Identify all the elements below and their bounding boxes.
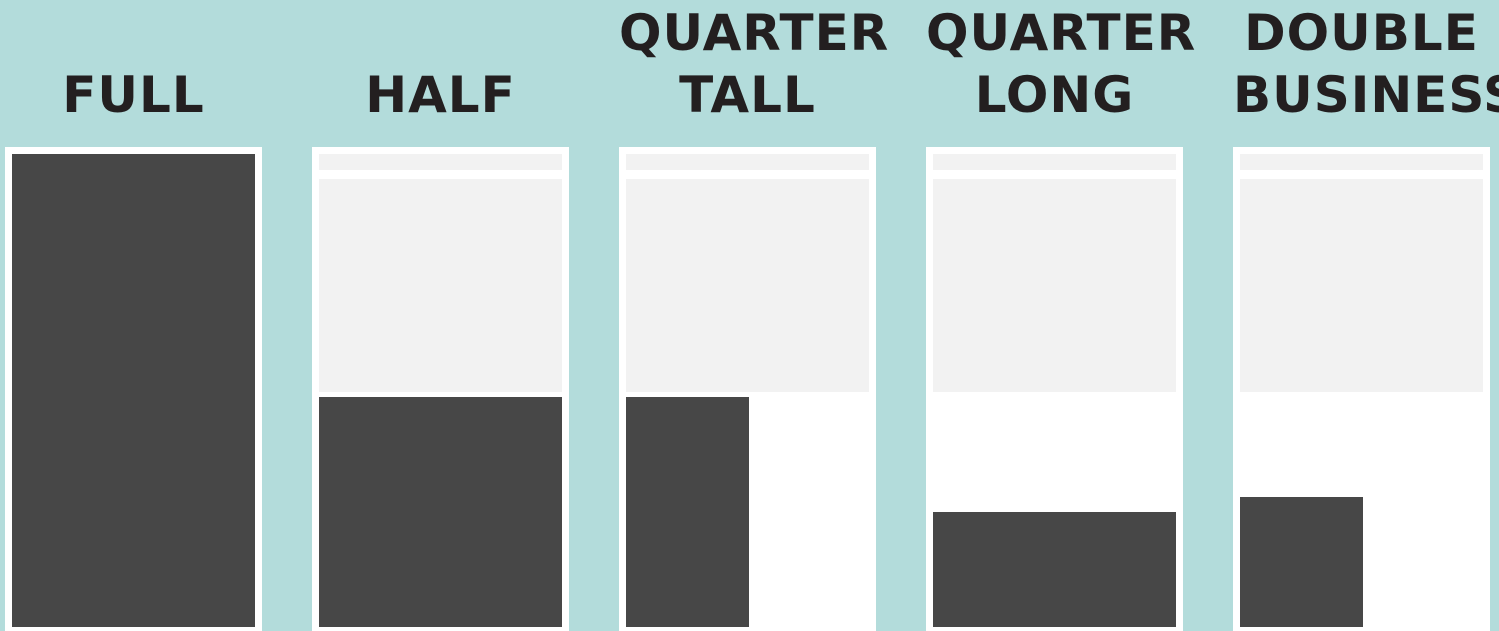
ad-block-half: [319, 397, 562, 627]
ad-size-label-full: FULL: [5, 64, 262, 126]
page-content-placeholder: [1240, 179, 1483, 392]
ad-size-label-line: QUARTER: [619, 4, 890, 62]
ad-size-label-half: HALF: [312, 64, 569, 126]
page-header-placeholder: [626, 154, 869, 170]
ad-size-label-line: HALF: [365, 66, 516, 124]
page-content-placeholder: [319, 179, 562, 392]
page-mockup-full: [5, 147, 262, 631]
ad-size-label-double-business: DOUBLE BUSINESS: [1233, 2, 1499, 126]
page-header-placeholder: [933, 154, 1176, 170]
ad-block-quarter-long: [933, 512, 1176, 627]
ad-size-label-line: FULL: [62, 66, 205, 124]
ad-size-label-line: TALL: [679, 66, 816, 124]
ad-size-label-quarter-tall: QUARTER TALL: [619, 2, 890, 126]
ad-size-label-line: QUARTER: [926, 4, 1197, 62]
page-header-placeholder: [319, 154, 562, 170]
page-mockup-half: [312, 147, 569, 631]
ad-block-full: [12, 154, 255, 627]
ad-size-label-line: LONG: [974, 66, 1135, 124]
page-header-placeholder: [1240, 154, 1483, 170]
page-mockup-double-business: [1233, 147, 1490, 631]
page-content-placeholder: [933, 179, 1176, 392]
ad-block-double-business: [1240, 497, 1363, 627]
page-mockup-quarter-long: [926, 147, 1183, 631]
ad-size-label-line: DOUBLE: [1244, 4, 1479, 62]
page-mockup-quarter-tall: [619, 147, 876, 631]
ad-block-quarter-tall: [626, 397, 749, 627]
ad-size-label-line: BUSINESS: [1233, 66, 1499, 124]
ad-size-label-quarter-long: QUARTER LONG: [926, 2, 1197, 126]
page-content-placeholder: [626, 179, 869, 392]
